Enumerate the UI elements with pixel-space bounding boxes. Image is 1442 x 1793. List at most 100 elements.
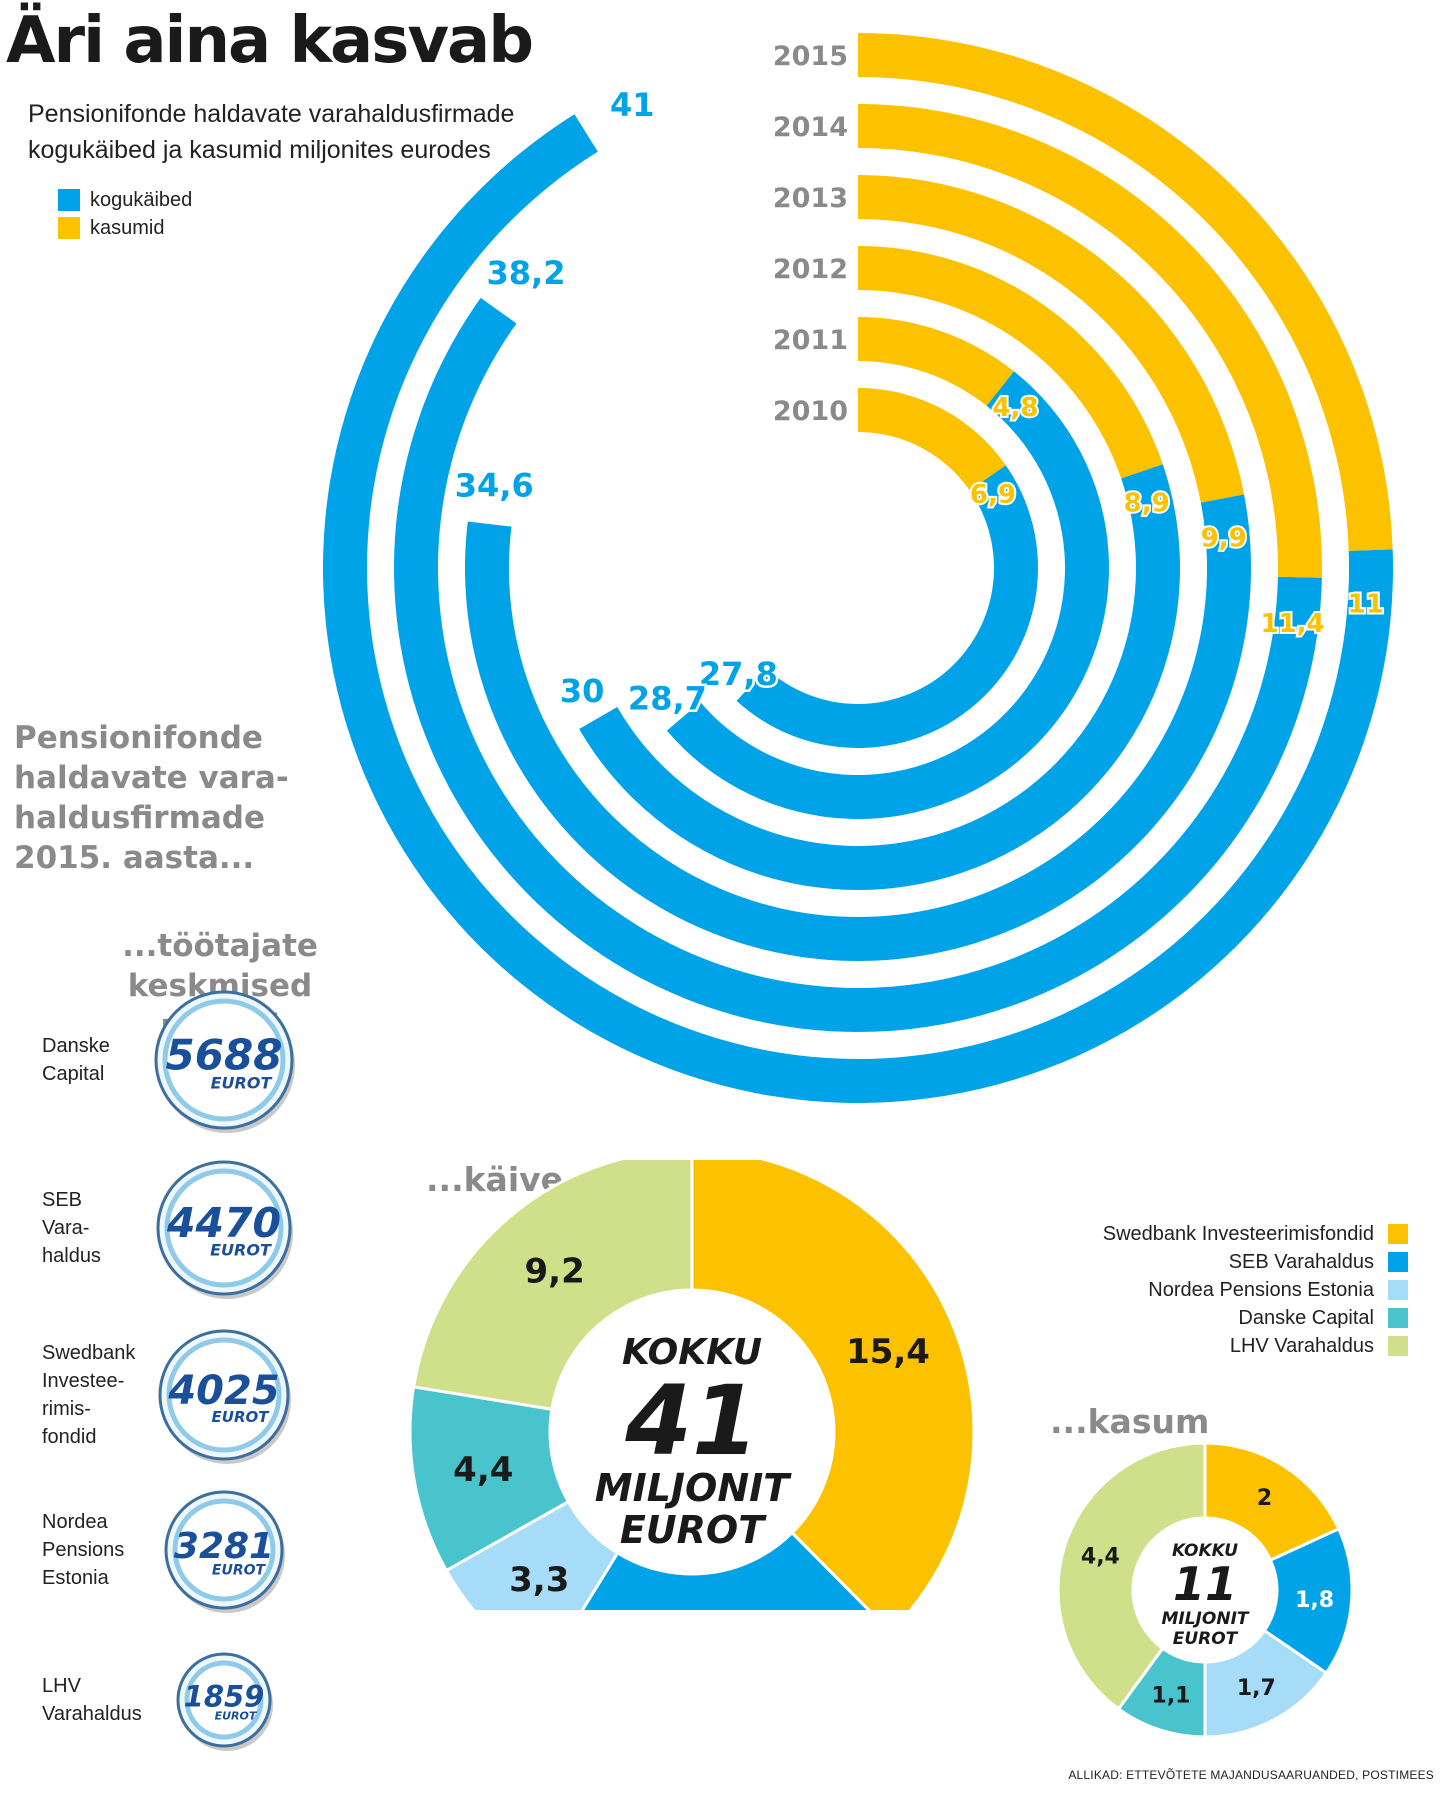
salary-value: 5688 bbox=[166, 1031, 283, 1080]
donut-slice bbox=[580, 1530, 871, 1610]
kogukaibed-value-label: 34,6 bbox=[455, 466, 534, 504]
company-name: Swedbank Investee-rimis-fondid bbox=[42, 1339, 135, 1451]
legend-swatch bbox=[1388, 1224, 1408, 1244]
legend-item-danske: Danske Capital bbox=[988, 1304, 1408, 1332]
source-note: ALLIKAD: ETTEVÕTETE MAJANDUSAARUANDED, P… bbox=[1068, 1768, 1434, 1782]
bar-kogukaibed-2014 bbox=[393, 297, 1322, 1033]
bar-kogukaibed-2011 bbox=[666, 371, 1109, 819]
slice-value-label: 1,7 bbox=[1237, 1676, 1276, 1701]
year-label: 2014 bbox=[773, 112, 848, 143]
coin-face bbox=[184, 1660, 264, 1740]
company-name-line: Vara- bbox=[42, 1217, 90, 1239]
donut-slice bbox=[1203, 1441, 1341, 1563]
donut-center-text: 11 bbox=[1173, 1557, 1237, 1611]
bar-kasumid-2014 bbox=[858, 104, 1322, 578]
legend-label: Danske Capital bbox=[1238, 1306, 1374, 1329]
company-name-line: rimis- bbox=[42, 1398, 91, 1420]
salary-unit: EUROT bbox=[215, 1709, 258, 1722]
legend-label: kogukäibed bbox=[90, 188, 193, 211]
slice-value-label: 1,1 bbox=[1152, 1683, 1191, 1708]
legend-item-swedbank: Swedbank Investeerimisfondid bbox=[988, 1220, 1408, 1248]
bar-kasumid-2011 bbox=[858, 317, 1014, 406]
company-name-line: Investee- bbox=[42, 1370, 125, 1392]
kogukaibed-value-label: 28,7 bbox=[628, 680, 707, 718]
donut-slice bbox=[690, 1160, 976, 1610]
bar-kasumid-2013 bbox=[858, 175, 1245, 503]
slice-value-label: 15,4 bbox=[846, 1332, 930, 1372]
donut-center-text: MILJONIT bbox=[1161, 1609, 1249, 1629]
donut-center-text: 41 bbox=[624, 1365, 759, 1477]
kaive-heading: ...käive bbox=[426, 1160, 564, 1199]
company-name-line: fondid bbox=[42, 1426, 97, 1448]
donut-slice bbox=[1056, 1441, 1207, 1712]
salary-value: 3281 bbox=[174, 1526, 274, 1567]
donut-slice bbox=[1203, 1628, 1329, 1739]
salary-unit: EUROT bbox=[211, 1074, 273, 1093]
side-heading-line: 2015. aasta... bbox=[14, 840, 255, 876]
kogukaibed-value-label: 38,2 bbox=[487, 254, 566, 292]
legend-item-kasumid: kasumid bbox=[58, 214, 192, 242]
slice-value-label: 9,2 bbox=[525, 1251, 585, 1291]
subtitle-line-1: Pensionifonde haldavate varahaldusfirmad… bbox=[28, 100, 515, 128]
bar-kogukaibed-2010 bbox=[736, 465, 1039, 749]
company-name-line: Capital bbox=[42, 1063, 105, 1085]
side-heading: Pensionifonde haldavate vara- haldusfirm… bbox=[14, 718, 314, 878]
kasumid-value-label: 11,4 bbox=[1260, 609, 1324, 639]
bar-kasumid-2010 bbox=[858, 388, 1006, 491]
subtitle-line-2: kogukäibed ja kasumid miljonites eurodes bbox=[28, 136, 491, 164]
year-label: 2013 bbox=[773, 183, 848, 214]
coin-face bbox=[172, 1498, 276, 1602]
kasumid-value-label: 8,9 bbox=[1124, 488, 1170, 518]
legend-label: Nordea Pensions Estonia bbox=[1148, 1278, 1374, 1301]
legend-swatch bbox=[1388, 1252, 1408, 1272]
salary-value: 4470 bbox=[166, 1199, 281, 1247]
donut-hole bbox=[1135, 1520, 1275, 1660]
legend-label: SEB Varahaldus bbox=[1228, 1250, 1374, 1273]
kasumid-value-label: 9,9 bbox=[1201, 523, 1247, 553]
salary-unit: EUROT bbox=[212, 1408, 271, 1426]
bar-kasumid-2012 bbox=[858, 246, 1163, 479]
slice-value-label: 4,4 bbox=[1081, 1545, 1120, 1570]
company-name-line: Varahaldus bbox=[42, 1703, 142, 1725]
side-heading-line: Pensionifonde bbox=[14, 720, 263, 756]
kogukaibed-value-label: 41 bbox=[610, 86, 655, 124]
slice-value-label: 1,8 bbox=[1295, 1588, 1334, 1613]
salary-unit: EUROT bbox=[210, 1241, 272, 1260]
year-label: 2011 bbox=[773, 325, 848, 356]
company-name-line: Nordea bbox=[42, 1511, 108, 1533]
salary-value: 4025 bbox=[167, 1368, 279, 1414]
company-name: Danske Capital bbox=[42, 1032, 110, 1088]
company-name: LHV Varahaldus bbox=[42, 1672, 142, 1728]
donut-center-text: EUROT bbox=[620, 1508, 767, 1552]
legend-swatch bbox=[1388, 1336, 1408, 1356]
kasumid-value-label: 11 bbox=[1348, 590, 1384, 620]
year-label: 2015 bbox=[773, 41, 848, 72]
kasum-heading: ...kasum bbox=[1050, 1402, 1210, 1441]
company-name: Nordea Pensions Estonia bbox=[42, 1508, 124, 1592]
coin-face bbox=[164, 1168, 284, 1288]
chart-subtitle: Pensionifonde haldavate varahaldusfirmad… bbox=[28, 96, 588, 168]
company-name-line: haldus bbox=[42, 1245, 101, 1267]
donut-center-text: EUROT bbox=[1173, 1629, 1239, 1649]
coin-face bbox=[166, 1337, 282, 1453]
salary-unit: EUROT bbox=[212, 1562, 267, 1578]
year-label: 2012 bbox=[773, 254, 848, 285]
legend-swatch-blue bbox=[58, 189, 80, 211]
coin-face bbox=[162, 998, 286, 1122]
radial-bar-chart: 2010 6,9 27,8 2011 4,8 28,7 2012 8,9 30 2013 9,9 34… bbox=[322, 33, 1393, 1103]
slice-value-label: 3,3 bbox=[509, 1560, 569, 1600]
legend-item-lhv: LHV Varahaldus bbox=[988, 1332, 1408, 1360]
company-name-line: LHV bbox=[42, 1675, 81, 1697]
company-name-line: Swedbank bbox=[42, 1342, 136, 1364]
company-name-line: Danske bbox=[42, 1035, 110, 1057]
company-name-line: Pensions bbox=[42, 1539, 125, 1561]
legend-label: LHV Varahaldus bbox=[1229, 1334, 1374, 1357]
legend-label: kasumid bbox=[90, 216, 165, 239]
company-legend: Swedbank Investeerimisfondid SEB Varahal… bbox=[988, 1220, 1408, 1360]
legend-top: kogukäibed kasumid bbox=[58, 186, 192, 242]
legend-item-seb: SEB Varahaldus bbox=[988, 1248, 1408, 1276]
